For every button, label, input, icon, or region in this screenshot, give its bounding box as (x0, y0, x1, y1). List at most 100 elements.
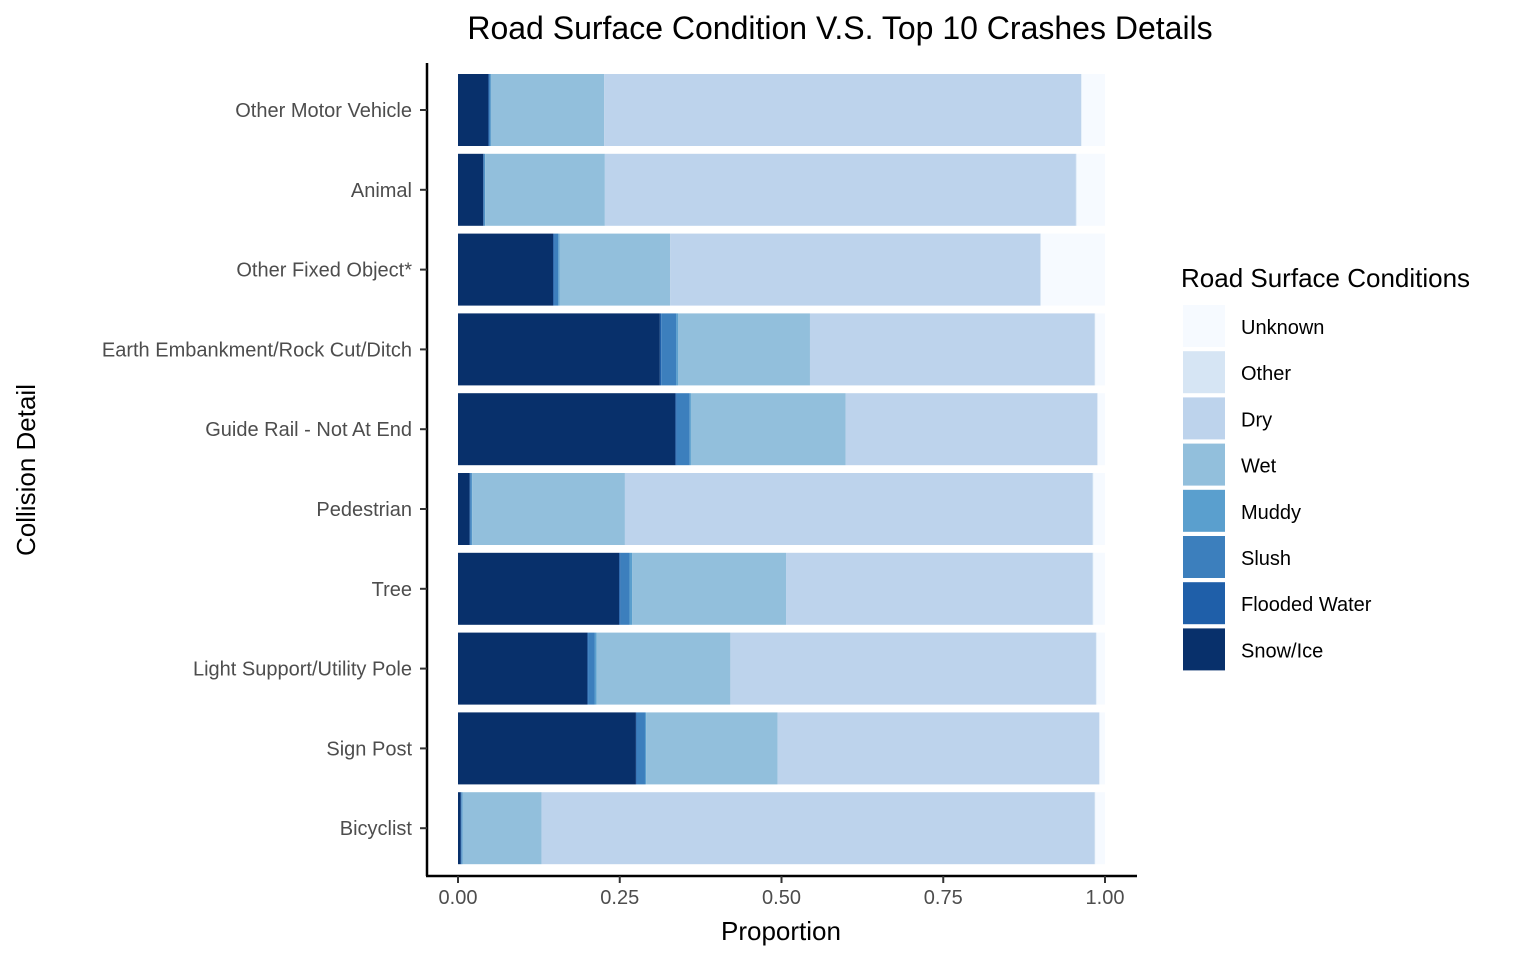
bar-segment (587, 632, 589, 705)
bar-segment (1075, 153, 1077, 226)
bar-segment (489, 74, 491, 146)
legend-swatch (1183, 536, 1225, 578)
legend-label: Other (1241, 363, 1291, 385)
bar-segment (1097, 393, 1098, 466)
x-tick-label: 1.00 (1086, 887, 1125, 909)
bar-segment (458, 792, 461, 865)
bar-segment (491, 74, 605, 146)
legend-label: Flooded Water (1241, 594, 1372, 616)
bar-segment (1094, 792, 1096, 865)
bar-segment (471, 473, 473, 545)
bar-segment (458, 74, 489, 146)
y-tick-label: Other Fixed Object* (236, 260, 412, 282)
bar-segment (1081, 74, 1082, 146)
bar-segment (470, 473, 472, 545)
bar-segment (461, 792, 463, 865)
bar-segment (1097, 393, 1105, 466)
bar-segment (490, 74, 491, 146)
bar-segment (458, 393, 676, 466)
bar-segment (1093, 552, 1105, 625)
legend-swatch (1183, 628, 1225, 671)
y-tick-label: Sign Post (326, 738, 412, 760)
chart-title: Road Surface Condition V.S. Top 10 Crash… (467, 10, 1212, 46)
bar-segment (636, 712, 645, 785)
bar-segment (484, 153, 486, 226)
bar-segment (620, 552, 630, 625)
bar-segment (462, 792, 542, 865)
legend-label: Unknown (1241, 317, 1324, 339)
x-tick-label: 0.00 (439, 887, 478, 909)
bar-segment (472, 473, 625, 545)
bar-segment (1081, 74, 1105, 146)
bar-segment (659, 313, 662, 386)
bar-segment (786, 552, 1093, 625)
bar-segment (1092, 552, 1094, 625)
legend-swatch (1183, 443, 1225, 486)
y-tick-label: Animal (351, 180, 412, 202)
legend-title: Road Surface Conditions (1181, 263, 1470, 293)
bar-segment (1093, 473, 1105, 545)
bar-segment (845, 393, 1098, 466)
bar-segment (541, 792, 1095, 865)
x-tick-label: 0.25 (600, 887, 639, 909)
y-axis-title: Collision Detail (11, 384, 41, 556)
bar-segment (777, 712, 1100, 785)
bar-segment (629, 552, 633, 625)
bar-segment (1040, 233, 1105, 306)
bar-segment (676, 393, 690, 466)
bar-segment (460, 792, 462, 865)
bar-segment (485, 153, 605, 226)
x-tick-label: 0.50 (762, 887, 801, 909)
bar-segment (594, 632, 597, 705)
bar-segment (1095, 313, 1105, 386)
bar-segment (676, 313, 678, 386)
bar-segment (1092, 473, 1094, 545)
bar-segment (458, 473, 470, 545)
y-tick-label: Light Support/Utility Pole (193, 659, 412, 681)
x-ticks: 0.00 0.25 0.50 0.75 1.00 (439, 876, 1125, 909)
y-ticks: Other Motor Vehicle Animal Other Fixed Obj… (102, 100, 427, 840)
legend-swatch (1183, 489, 1225, 532)
bar-segment (488, 74, 490, 146)
bar-segment (604, 153, 1076, 226)
bar-segment (689, 393, 691, 466)
legend-swatch (1183, 397, 1225, 440)
bar-segment (1096, 632, 1105, 705)
y-tick-label: Tree (372, 579, 412, 601)
bar-segment (458, 632, 588, 705)
y-tick-label: Earth Embankment/Rock Cut/Ditch (102, 339, 412, 361)
bar-segment (1099, 712, 1105, 785)
bar-segment (458, 712, 636, 785)
y-tick-label: Bicyclist (340, 818, 413, 840)
bar-segment (809, 313, 1095, 386)
y-tick-label: Guide Rail - Not At End (205, 419, 412, 441)
bar-segment (675, 393, 677, 466)
legend-swatch (1183, 305, 1225, 347)
bar-segment (619, 552, 621, 625)
bar-segment (604, 74, 1082, 146)
bar-segment (661, 313, 677, 386)
legend-swatch (1183, 351, 1225, 394)
bars (458, 74, 1105, 865)
bar-segment (690, 393, 846, 466)
bar-segment (596, 632, 731, 705)
bar-segment (677, 313, 810, 386)
bar-segment (635, 712, 637, 785)
bar-segment (624, 473, 1093, 545)
x-tick-label: 0.75 (924, 887, 963, 909)
bar-segment (1099, 712, 1100, 785)
y-tick-label: Pedestrian (316, 499, 412, 521)
bar-segment (1076, 153, 1105, 226)
legend-label: Snow/Ice (1241, 640, 1323, 662)
y-tick-label: Other Motor Vehicle (235, 100, 412, 122)
legend-items: Unknown Other Dry Wet Muddy Slush Flooded Wate… (1183, 305, 1372, 671)
bar-segment (458, 552, 620, 625)
bar-segment (670, 233, 1041, 306)
legend-label: Muddy (1241, 502, 1301, 524)
bar-segment (558, 233, 560, 306)
x-axis-title: Proportion (721, 916, 841, 946)
bar-segment (644, 712, 647, 785)
bar-segment (632, 552, 787, 625)
bar-segment (559, 233, 671, 306)
legend-label: Slush (1241, 548, 1291, 570)
